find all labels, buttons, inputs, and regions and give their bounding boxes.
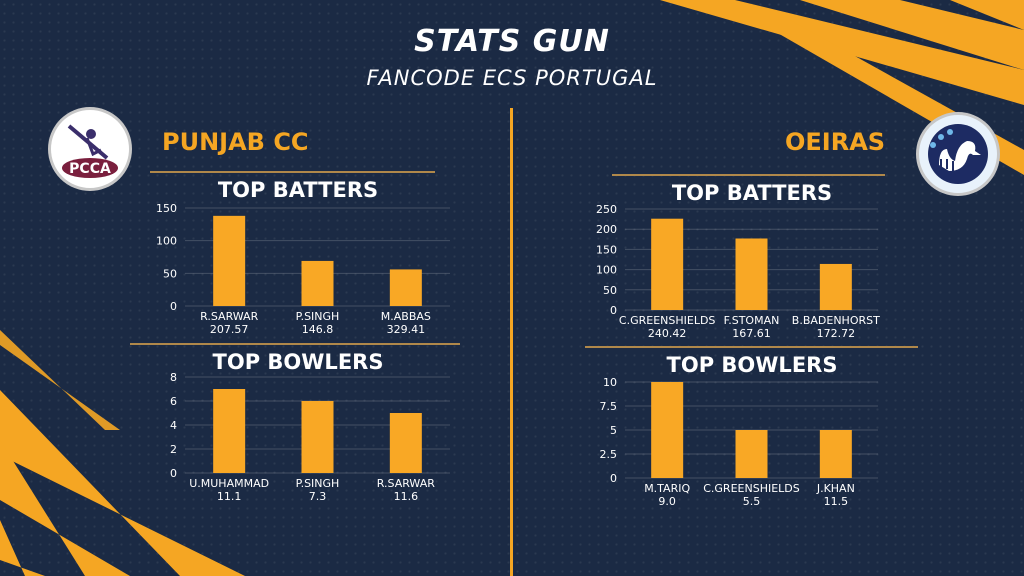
x-category-label: M.ABBAS	[381, 310, 431, 323]
x-sub-label: 9.0	[658, 495, 676, 508]
divider-right-top	[612, 174, 885, 176]
x-category-label: F.STOMAN	[724, 314, 780, 327]
bar-bbadenhorst	[819, 263, 852, 310]
y-tick-label: 250	[596, 203, 617, 216]
divider-right-mid	[585, 346, 918, 348]
y-tick-label: 0	[170, 300, 177, 313]
x-category-label: P.SINGH	[296, 310, 340, 323]
streak-top-2	[800, 0, 1024, 70]
oeiras-logo	[916, 112, 1000, 196]
bar-mtariq	[651, 382, 684, 478]
x-sub-label: 11.1	[217, 490, 242, 503]
bar-cgreenshields	[651, 218, 684, 310]
x-sub-label: 172.72	[817, 327, 856, 340]
chart-title-punjab-bowlers: TOP BOWLERS	[212, 350, 384, 374]
bar-psingh	[301, 260, 334, 306]
x-category-label: R.SARWAR	[377, 477, 435, 490]
x-sub-label: 11.6	[394, 490, 419, 503]
bar-umuhammad	[213, 389, 246, 473]
y-tick-label: 6	[170, 395, 177, 408]
punjab-logo: PCCA	[48, 107, 132, 191]
y-tick-label: 8	[170, 371, 177, 384]
x-category-label: J.KHAN	[816, 482, 855, 495]
y-tick-label: 50	[163, 267, 177, 280]
bar-fstoman	[735, 238, 768, 310]
y-tick-label: 150	[156, 202, 177, 215]
center-divider	[510, 108, 513, 576]
y-tick-label: 5	[610, 424, 617, 437]
logo-text: PCCA	[69, 161, 111, 177]
y-tick-label: 0	[610, 472, 617, 485]
x-category-label: U.MUHAMMAD	[189, 477, 269, 490]
y-tick-label: 10	[603, 376, 617, 389]
streak-bottom-3	[0, 520, 45, 576]
divider-left-mid	[130, 343, 460, 345]
x-sub-label: 167.61	[732, 327, 771, 340]
y-tick-label: 4	[170, 419, 177, 432]
team-name-left: PUNJAB CC	[162, 128, 309, 156]
bar-rsarwar	[213, 215, 246, 306]
cricket-batter-logo-icon: PCCA	[62, 124, 118, 178]
x-category-label: C.GREENSHIELDS	[703, 482, 800, 495]
streak-bottom-2	[0, 440, 130, 576]
y-tick-label: 0	[610, 304, 617, 317]
bar-mabbas	[389, 269, 422, 306]
bar-jkhan	[819, 430, 852, 478]
bar-psingh	[301, 401, 334, 473]
bar-rsarwar	[389, 413, 422, 473]
y-tick-label: 100	[156, 235, 177, 248]
y-tick-label: 150	[596, 243, 617, 256]
bar-cgreenshields	[735, 430, 768, 478]
x-category-label: B.BADENHORST	[792, 314, 880, 327]
x-sub-label: 329.41	[387, 323, 426, 336]
x-sub-label: 7.3	[309, 490, 327, 503]
x-category-label: R.SARWAR	[200, 310, 258, 323]
swan-logo-icon	[928, 124, 988, 184]
x-category-label: M.TARIQ	[644, 482, 690, 495]
x-sub-label: 11.5	[824, 495, 849, 508]
x-sub-label: 207.57	[210, 323, 249, 336]
chart-title-oeiras-bowlers: TOP BOWLERS	[666, 353, 838, 377]
y-tick-label: 7.5	[600, 400, 618, 413]
page-title: STATS GUN	[414, 24, 610, 59]
x-sub-label: 5.5	[743, 495, 761, 508]
team-name-right: OEIRAS	[785, 128, 886, 156]
chart-title-oeiras-batters: TOP BATTERS	[671, 181, 833, 205]
y-tick-label: 100	[596, 264, 617, 277]
y-tick-label: 0	[170, 467, 177, 480]
y-tick-label: 200	[596, 223, 617, 236]
x-sub-label: 146.8	[302, 323, 334, 336]
divider-left-top	[150, 171, 435, 173]
page-subtitle: FANCODE ECS PORTUGAL	[366, 66, 658, 90]
x-category-label: C.GREENSHIELDS	[619, 314, 716, 327]
y-tick-label: 2.5	[600, 448, 618, 461]
streak-top-4	[950, 0, 1024, 30]
x-sub-label: 240.42	[648, 327, 687, 340]
y-tick-label: 2	[170, 443, 177, 456]
y-tick-label: 50	[603, 284, 617, 297]
chart-title-punjab-batters: TOP BATTERS	[217, 178, 379, 202]
x-category-label: P.SINGH	[296, 477, 340, 490]
